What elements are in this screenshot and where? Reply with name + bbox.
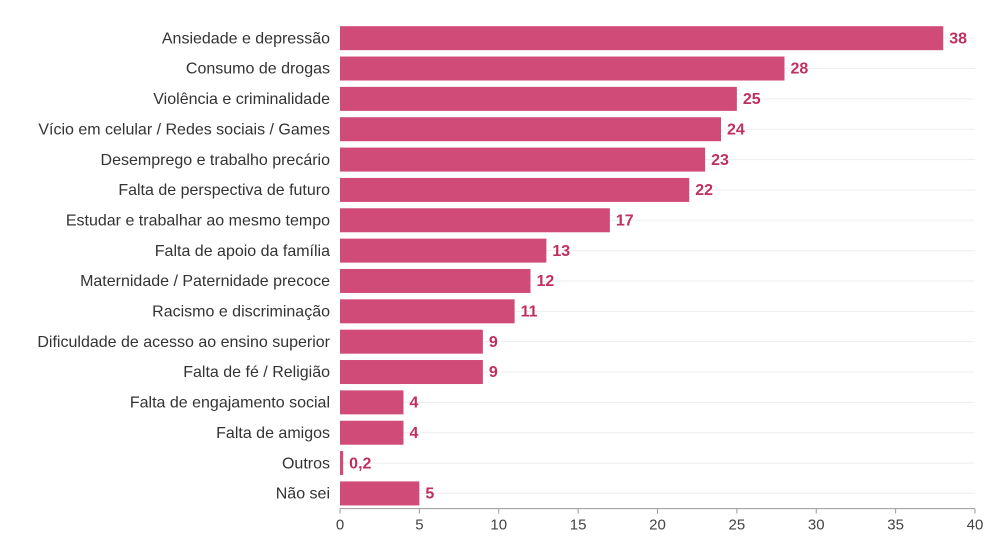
value-label: 5	[425, 486, 434, 503]
value-label: 9	[489, 334, 498, 351]
category-label: Maternidade / Paternidade precoce	[80, 273, 330, 290]
category-label: Violência e criminalidade	[153, 91, 330, 108]
x-tick-label: 20	[649, 517, 666, 534]
x-tick-label: 35	[887, 517, 904, 534]
bar	[340, 390, 404, 415]
bar	[340, 86, 737, 111]
bar	[340, 299, 515, 324]
category-label: Falta de apoio da família	[155, 243, 330, 260]
x-tick-label: 10	[490, 517, 507, 534]
bar	[340, 177, 690, 202]
category-label: Vício em celular / Redes sociais / Games	[38, 121, 330, 138]
value-label: 23	[711, 152, 729, 169]
category-label: Não sei	[276, 486, 330, 503]
value-label: 22	[695, 182, 713, 199]
bar	[340, 238, 547, 263]
bar	[340, 208, 610, 233]
category-label: Falta de amigos	[216, 425, 330, 442]
category-label: Consumo de drogas	[186, 61, 330, 78]
value-label: 12	[537, 273, 555, 290]
category-label: Falta de fé / Religião	[183, 364, 330, 381]
value-label: 25	[743, 91, 761, 108]
value-label: 4	[410, 425, 419, 442]
category-label: Outros	[282, 455, 330, 472]
category-label: Falta de perspectiva de futuro	[118, 182, 330, 199]
category-label: Dificuldade de acesso ao ensino superior	[37, 334, 330, 351]
bar	[340, 117, 721, 142]
bar	[340, 329, 483, 354]
x-tick-label: 40	[967, 517, 984, 534]
category-label: Ansiedade e depressão	[162, 30, 330, 47]
category-label: Falta de engajamento social	[130, 395, 330, 412]
value-label: 9	[489, 364, 498, 381]
bar	[340, 451, 344, 476]
value-label: 4	[410, 395, 419, 412]
bar	[340, 420, 404, 445]
x-tick-label: 15	[570, 517, 587, 534]
value-label: 13	[552, 243, 570, 260]
value-label: 0,2	[349, 455, 371, 472]
value-label: 38	[949, 30, 967, 47]
category-label: Desemprego e trabalho precário	[101, 152, 331, 169]
value-label: 28	[791, 61, 809, 78]
value-label: 24	[727, 121, 745, 138]
bar	[340, 268, 531, 293]
bar	[340, 56, 785, 81]
value-label: 17	[616, 212, 634, 229]
bar	[340, 26, 944, 51]
bar	[340, 360, 483, 385]
category-label: Estudar e trabalhar ao mesmo tempo	[66, 212, 330, 229]
x-tick-label: 5	[415, 517, 423, 534]
category-label: Racismo e discriminação	[152, 304, 330, 321]
value-label: 11	[521, 304, 538, 321]
bar	[340, 481, 420, 506]
x-tick-label: 0	[336, 517, 344, 534]
bar	[340, 147, 706, 172]
x-tick-label: 30	[808, 517, 825, 534]
x-tick-label: 25	[729, 517, 746, 534]
